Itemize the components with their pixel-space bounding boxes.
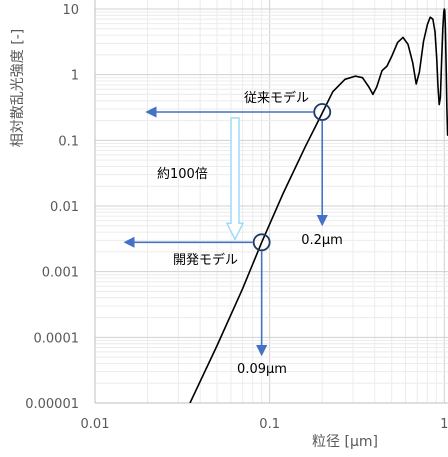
series-line bbox=[189, 8, 448, 403]
axes bbox=[94, 0, 448, 404]
conventional-marker-circle bbox=[313, 103, 332, 121]
tick-labels: 0.01 0.1 1 10 1 0.1 0.01 0.001 0.0001 0.00001 bbox=[25, 3, 448, 432]
series-layer bbox=[189, 8, 448, 403]
x-tick-label: 0.1 bbox=[259, 417, 280, 432]
developed-size-label: 0.09μm bbox=[237, 362, 287, 377]
y-tick-label: 1 bbox=[71, 69, 79, 84]
grid bbox=[94, 0, 448, 404]
y-tick-label: 0.001 bbox=[42, 266, 79, 281]
conventional-size-label: 0.2μm bbox=[301, 233, 343, 248]
y-tick-label: 0.0001 bbox=[34, 331, 80, 346]
y-tick-label: 0.01 bbox=[50, 200, 79, 215]
ratio-hollow-arrow bbox=[225, 117, 245, 241]
x-tick-label: 1 bbox=[440, 417, 448, 432]
developed-model-label: 開発モデル bbox=[173, 252, 238, 268]
developed-marker-circle bbox=[252, 233, 271, 252]
y-tick-label: 0.00001 bbox=[25, 397, 79, 412]
x-tick-label: 0.01 bbox=[81, 417, 110, 432]
conventional-model-label: 従来モデル bbox=[244, 90, 309, 106]
ratio-label: 約100倍 bbox=[157, 167, 208, 182]
y-tick-label: 10 bbox=[62, 3, 79, 18]
x-axis-title: 粒径 [μm] bbox=[312, 434, 378, 450]
y-tick-label: 0.1 bbox=[58, 134, 79, 149]
y-axis-title: 相対散乱光強度 [-] bbox=[10, 29, 26, 147]
annotation-layer bbox=[123, 103, 332, 357]
